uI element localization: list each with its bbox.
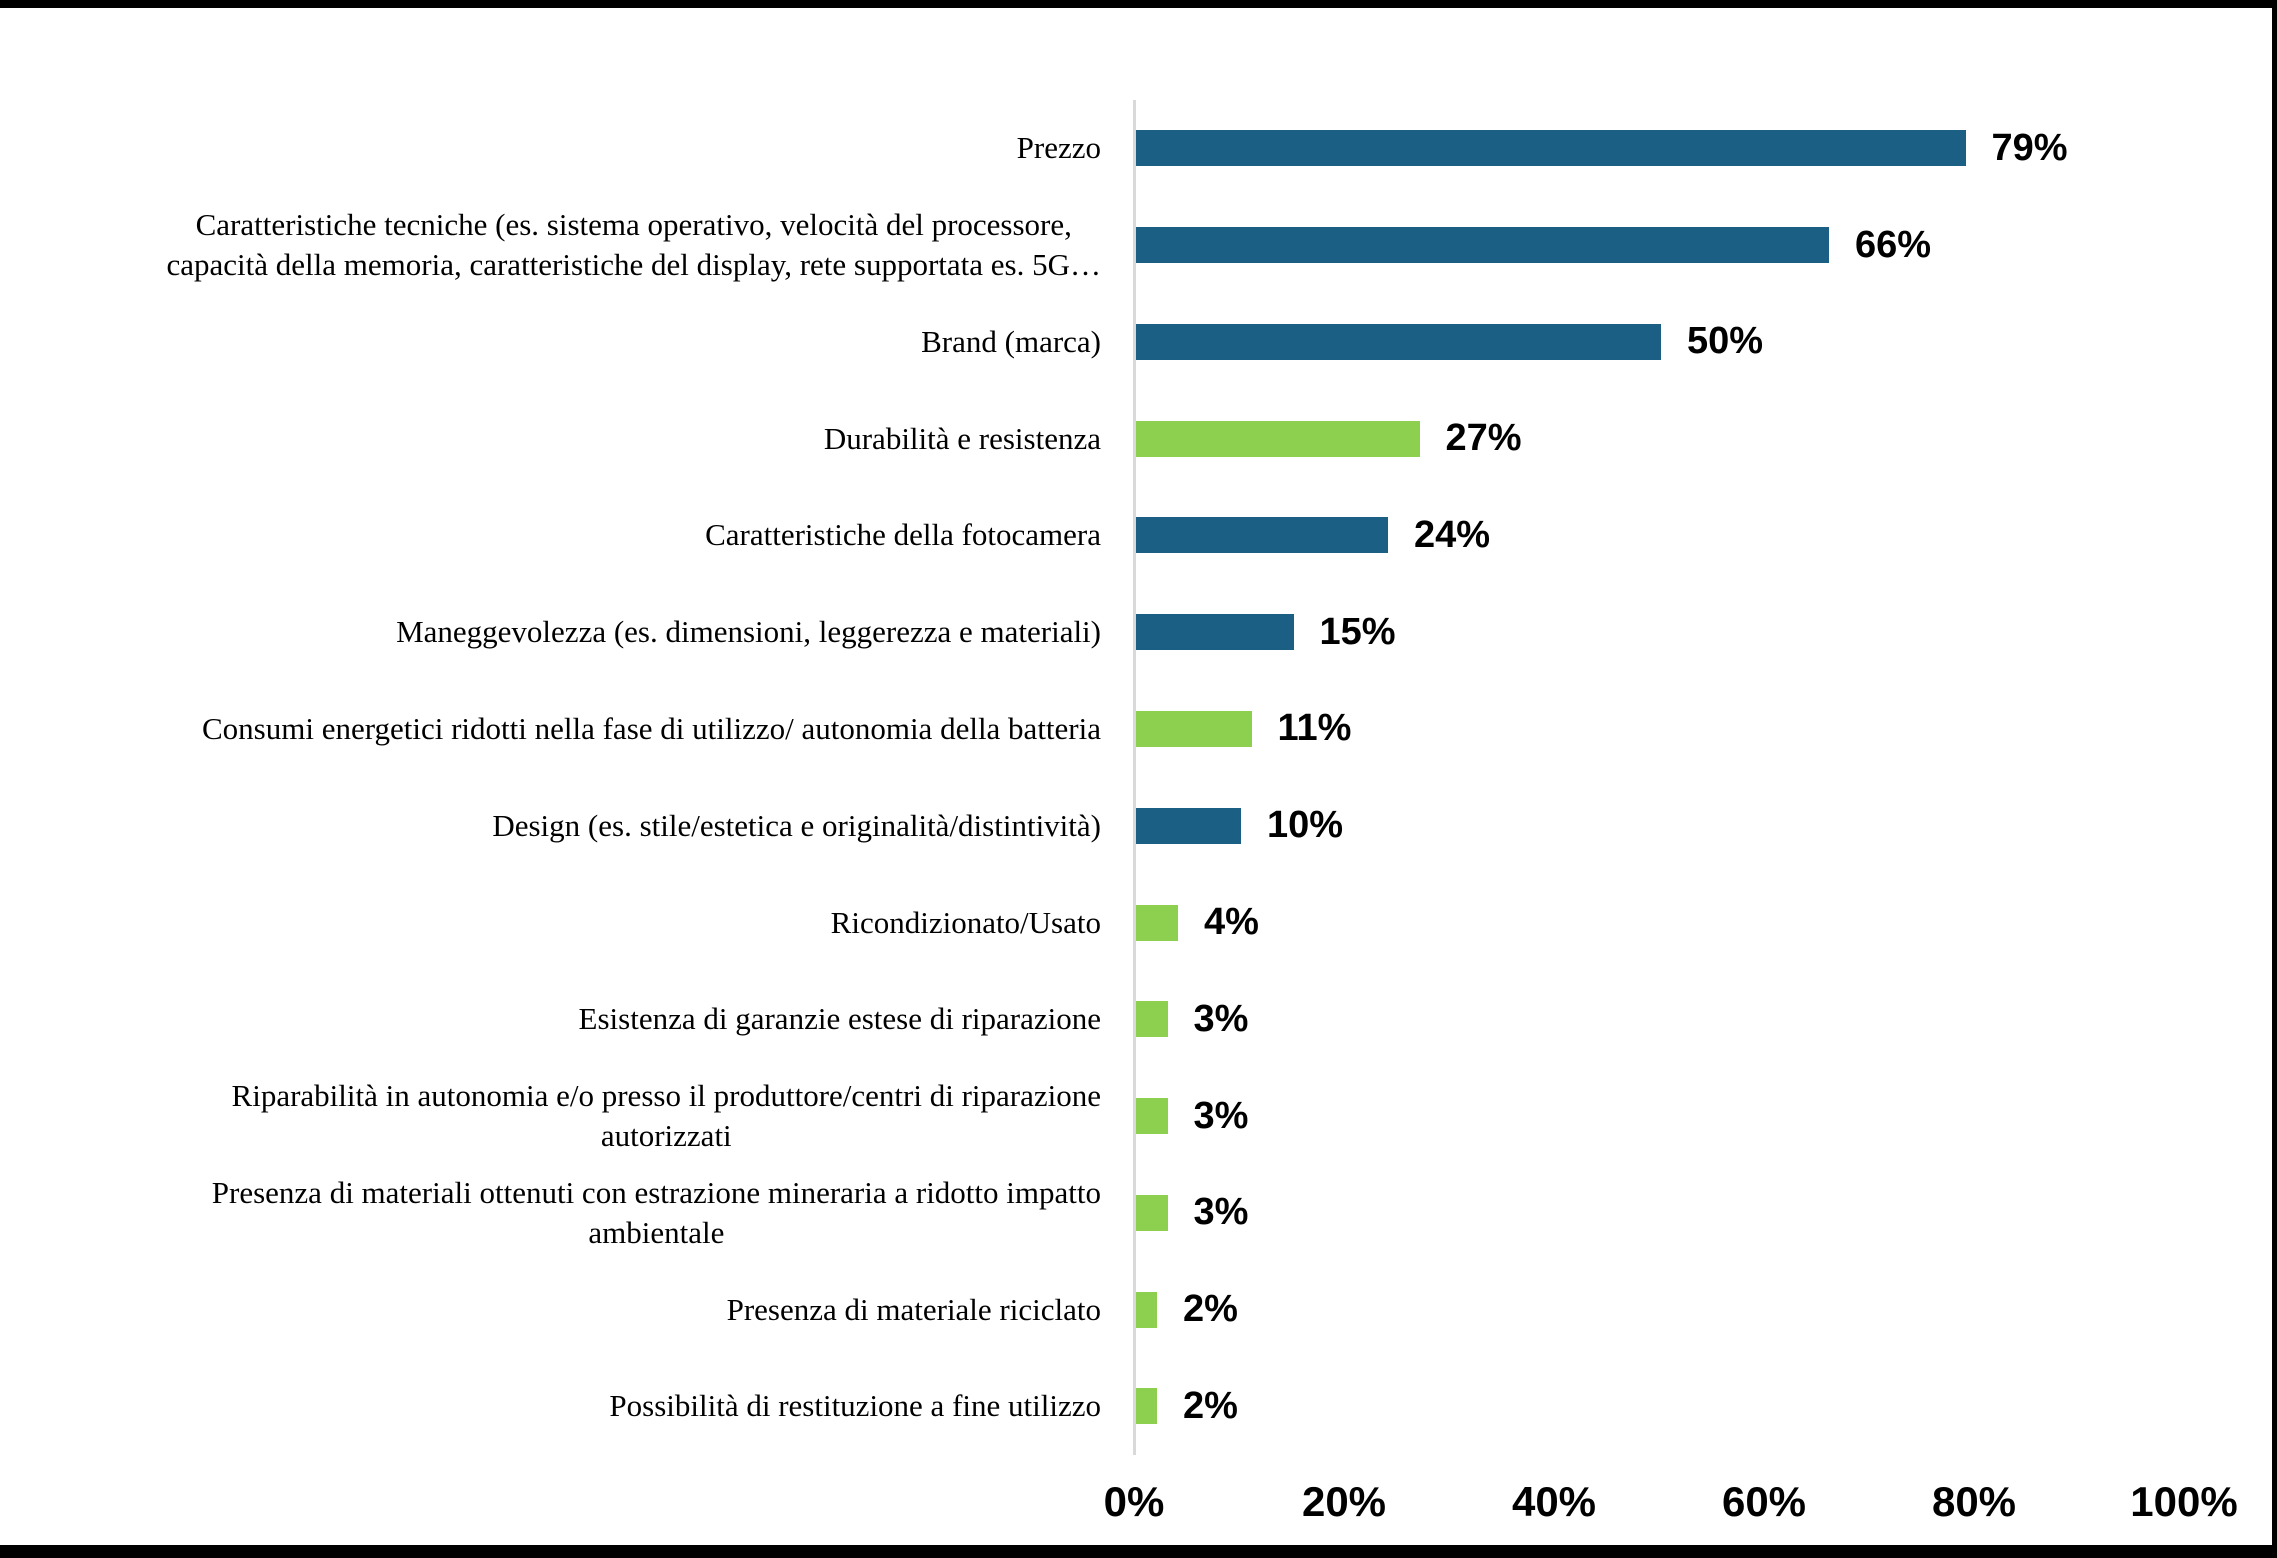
bar-track: 11%: [1133, 680, 2277, 778]
category-label: Possibilità di restituzione a fine utili…: [609, 1388, 1101, 1424]
bar-track: 50%: [1133, 293, 2277, 391]
bar-green: [1136, 420, 1420, 457]
x-axis-tick-label: 40%: [1511, 1478, 1597, 1525]
chart-row: Esistenza di garanzie estese di riparazi…: [0, 970, 2277, 1068]
category-label-cell: Possibilità di restituzione a fine utili…: [0, 1386, 1133, 1426]
chart-row: Maneggevolezza (es. dimensioni, leggerez…: [0, 583, 2277, 681]
x-axis-tick-label: 80%: [1931, 1478, 2017, 1525]
value-label: 50%: [1687, 320, 1764, 363]
value-label: 66%: [1855, 223, 1932, 266]
chart-row: Prezzo 79%: [0, 100, 2277, 197]
value-label: 10%: [1267, 804, 1344, 847]
bar-track: 27%: [1133, 390, 2277, 488]
bar-blue: [1136, 807, 1241, 844]
category-label: Durabilità e resistenza: [823, 420, 1101, 456]
chart-row: Presenza di materiali ottenuti con estra…: [0, 1164, 2277, 1262]
bar-track: 79%: [1133, 100, 2277, 197]
bar-green: [1136, 1098, 1168, 1135]
bar-green: [1136, 1291, 1157, 1328]
bar-chart-plot-area: Prezzo 79% Caratteristiche tecniche (es. s…: [0, 100, 2277, 1455]
bar-track: 3%: [1133, 1067, 2277, 1165]
category-label: Design (es. stile/estetica e originalità…: [492, 807, 1101, 843]
chart-row: Caratteristiche tecniche (es. sistema op…: [0, 196, 2277, 294]
category-label: Prezzo: [1016, 130, 1101, 166]
value-label: 79%: [1991, 126, 2068, 169]
category-label-cell: Caratteristiche della fotocamera: [0, 515, 1133, 555]
chart-row: Ricondizionato/Usato 4%: [0, 874, 2277, 971]
category-label-cell: Maneggevolezza (es. dimensioni, leggerez…: [0, 612, 1133, 652]
category-label: Esistenza di garanzie estese di riparazi…: [578, 1001, 1101, 1037]
bar-green: [1136, 710, 1252, 747]
category-label: Presenza di materiale riciclato: [726, 1291, 1101, 1327]
x-axis-tick-label: 100%: [2130, 1478, 2238, 1525]
right-frame-edge: [2272, 0, 2277, 1558]
chart-row: Consumi energetici ridotti nella fase di…: [0, 680, 2277, 778]
x-axis-tick-label: 0%: [1103, 1478, 1165, 1525]
category-label: Maneggevolezza (es. dimensioni, leggerez…: [396, 614, 1101, 650]
value-label: 2%: [1183, 1288, 1238, 1331]
bar-blue: [1136, 614, 1294, 651]
category-label-cell: Consumi energetici ridotti nella fase di…: [0, 709, 1133, 749]
category-label-cell: Brand (marca): [0, 322, 1133, 362]
value-label: 3%: [1193, 1094, 1249, 1137]
value-label: 2%: [1183, 1384, 1238, 1427]
bar-track: 66%: [1133, 196, 2277, 294]
chart-row: Caratteristiche della fotocamera 24%: [0, 487, 2277, 584]
category-label-cell: Presenza di materiale riciclato: [0, 1290, 1133, 1330]
value-label: 11%: [1277, 707, 1352, 750]
bar-track: 4%: [1133, 874, 2277, 971]
value-label: 3%: [1193, 1191, 1249, 1234]
bar-blue: [1136, 323, 1661, 360]
category-label-cell: Durabilità e resistenza: [0, 419, 1133, 459]
category-label-cell: Esistenza di garanzie estese di riparazi…: [0, 999, 1133, 1039]
category-label-cell: Caratteristiche tecniche (es. sistema op…: [0, 205, 1133, 285]
category-label-cell: Prezzo: [0, 128, 1133, 168]
bar-track: 3%: [1133, 1164, 2277, 1262]
bar-blue: [1136, 517, 1388, 554]
x-axis-tick-label: 20%: [1301, 1478, 1387, 1525]
category-label: Ricondizionato/Usato: [830, 904, 1101, 940]
category-label-cell: Presenza di materiali ottenuti con estra…: [0, 1173, 1133, 1253]
bar-track: 10%: [1133, 777, 2277, 875]
chart-row: Possibilità di restituzione a fine utili…: [0, 1357, 2277, 1455]
value-label: 27%: [1445, 417, 1522, 460]
chart-row: Presenza di materiale riciclato 2%: [0, 1261, 2277, 1358]
category-label: Consumi energetici ridotti nella fase di…: [201, 710, 1101, 746]
category-label-cell: Riparabilità in autonomia e/o presso il …: [0, 1076, 1133, 1156]
category-label: Riparabilità in autonomia e/o presso il …: [231, 1078, 1101, 1154]
bar-track: 3%: [1133, 970, 2277, 1068]
category-label-cell: Design (es. stile/estetica e originalità…: [0, 806, 1133, 846]
bar-green: [1136, 1194, 1168, 1231]
category-label-cell: Ricondizionato/Usato: [0, 903, 1133, 943]
bar-green: [1136, 1388, 1157, 1425]
chart-row: Durabilità e resistenza 27%: [0, 390, 2277, 488]
value-label: 24%: [1414, 513, 1491, 556]
category-label: Presenza di materiali ottenuti con estra…: [211, 1174, 1101, 1250]
chart-row: Design (es. stile/estetica e originalità…: [0, 777, 2277, 875]
bar-track: 2%: [1133, 1261, 2277, 1358]
x-axis-tick-labels: 0% 20% 40% 60% 80% 100%: [1104, 1478, 2238, 1534]
bar-blue: [1136, 130, 1966, 167]
bar-track: 2%: [1133, 1357, 2277, 1455]
top-frame-edge: [0, 0, 2277, 8]
chart-row: Riparabilità in autonomia e/o presso il …: [0, 1067, 2277, 1165]
category-label: Caratteristiche della fotocamera: [705, 517, 1101, 553]
bar-green: [1136, 1001, 1168, 1038]
chart-row: Brand (marca) 50%: [0, 293, 2277, 391]
x-axis-tick-label: 60%: [1721, 1478, 1807, 1525]
bar-green: [1136, 904, 1178, 941]
value-label: 4%: [1204, 901, 1259, 943]
category-label: Caratteristiche tecniche (es. sistema op…: [166, 207, 1101, 283]
bar-blue: [1136, 227, 1829, 264]
bar-track: 15%: [1133, 583, 2277, 681]
category-label: Brand (marca): [921, 323, 1101, 359]
bar-track: 24%: [1133, 487, 2277, 584]
bottom-frame-edge: [0, 1545, 2277, 1558]
value-label: 15%: [1319, 610, 1396, 653]
value-label: 3%: [1193, 997, 1249, 1040]
